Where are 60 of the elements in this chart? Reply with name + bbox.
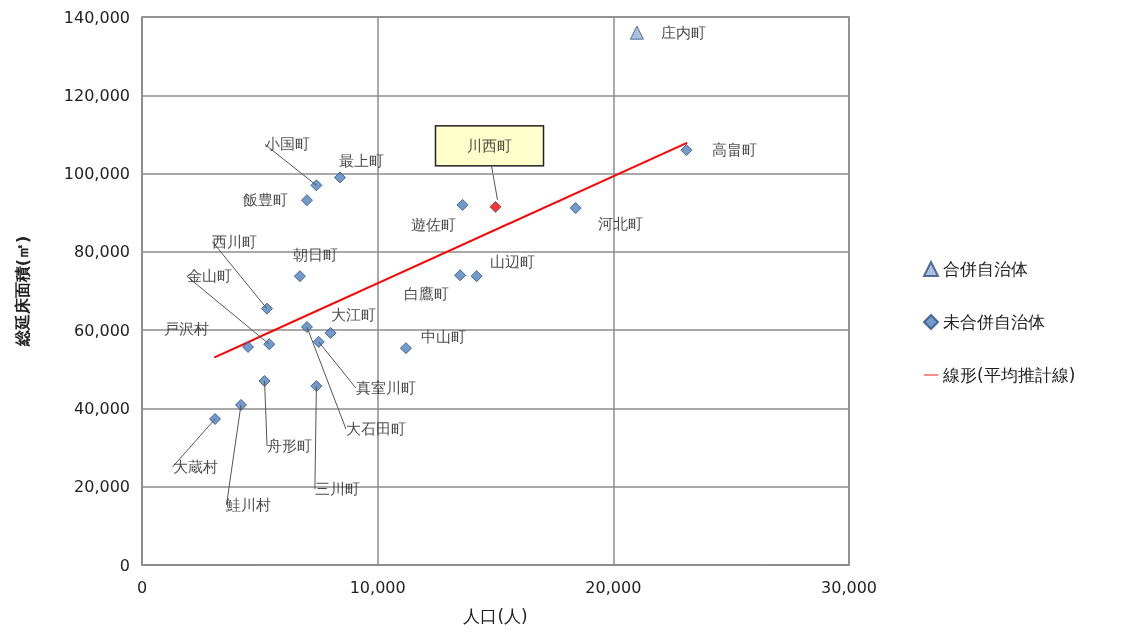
point — [470, 270, 483, 283]
annotation: 西川町 — [212, 232, 258, 251]
annotation: 鮭川村 — [226, 495, 272, 514]
x-axis-title: 人口(人) — [463, 605, 528, 626]
annotation: 庄内町 — [661, 23, 707, 42]
y-tick-label: 100,000 — [63, 164, 130, 184]
legend-label: 未合併自治体 — [943, 312, 1045, 332]
point — [260, 302, 273, 315]
y-axis-title: 総延床面積(㎡) — [12, 235, 32, 348]
point — [680, 144, 693, 157]
point — [629, 25, 644, 40]
point — [569, 202, 582, 215]
point — [333, 171, 346, 184]
annotation: 大江町 — [331, 305, 377, 324]
point — [399, 342, 412, 355]
annotation: 遊佐町 — [411, 215, 457, 234]
legend-label: 合併自治体 — [943, 259, 1028, 279]
y-tick-label: 20,000 — [74, 477, 130, 497]
y-tick-label: 120,000 — [63, 85, 130, 105]
point — [293, 270, 306, 283]
annotation: 中山町 — [421, 328, 467, 347]
annotation: 最上町 — [339, 152, 385, 171]
annotation: 飯豊町 — [243, 191, 289, 210]
point — [489, 200, 502, 213]
annotation: 川西町 — [467, 136, 512, 155]
y-tick-label: 60,000 — [74, 320, 130, 340]
annotation: 小国町 — [264, 135, 310, 154]
x-tick-label: 20,000 — [585, 577, 642, 597]
annotation: 舟形町 — [267, 437, 313, 456]
annotation: 金山町 — [186, 267, 232, 286]
x-tick-label: 10,000 — [349, 577, 406, 597]
annotation: 白鷹町 — [403, 285, 449, 304]
point — [263, 338, 276, 351]
annotation: 山辺町 — [490, 253, 536, 272]
x-tick-label: 30,000 — [821, 577, 877, 597]
point — [456, 198, 469, 211]
annotation: 河北町 — [598, 215, 644, 234]
annotation: 戸沢村 — [163, 319, 209, 338]
point — [324, 326, 337, 339]
y-tick-label: 0 — [119, 555, 130, 575]
point — [234, 398, 247, 411]
annotation: 大石田町 — [345, 420, 406, 439]
point — [454, 269, 467, 282]
point — [209, 413, 222, 425]
point — [242, 340, 255, 353]
annotation: 高畠町 — [711, 141, 757, 160]
annotation: 大蔵村 — [172, 458, 218, 476]
annotation: 三川町 — [314, 480, 360, 499]
point — [300, 194, 313, 207]
y-tick-label: 140,000 — [63, 7, 130, 27]
point — [300, 321, 313, 334]
point — [310, 179, 323, 192]
y-tick-label: 80,000 — [74, 242, 130, 262]
point — [312, 335, 325, 348]
annotation: 真室川町 — [355, 378, 416, 397]
point — [310, 380, 323, 393]
y-tick-label: 40,000 — [74, 398, 130, 418]
legend-label: 線形(平均推計線) — [942, 365, 1076, 385]
annotation: 朝日町 — [293, 246, 339, 265]
x-tick-label: 0 — [136, 577, 148, 597]
